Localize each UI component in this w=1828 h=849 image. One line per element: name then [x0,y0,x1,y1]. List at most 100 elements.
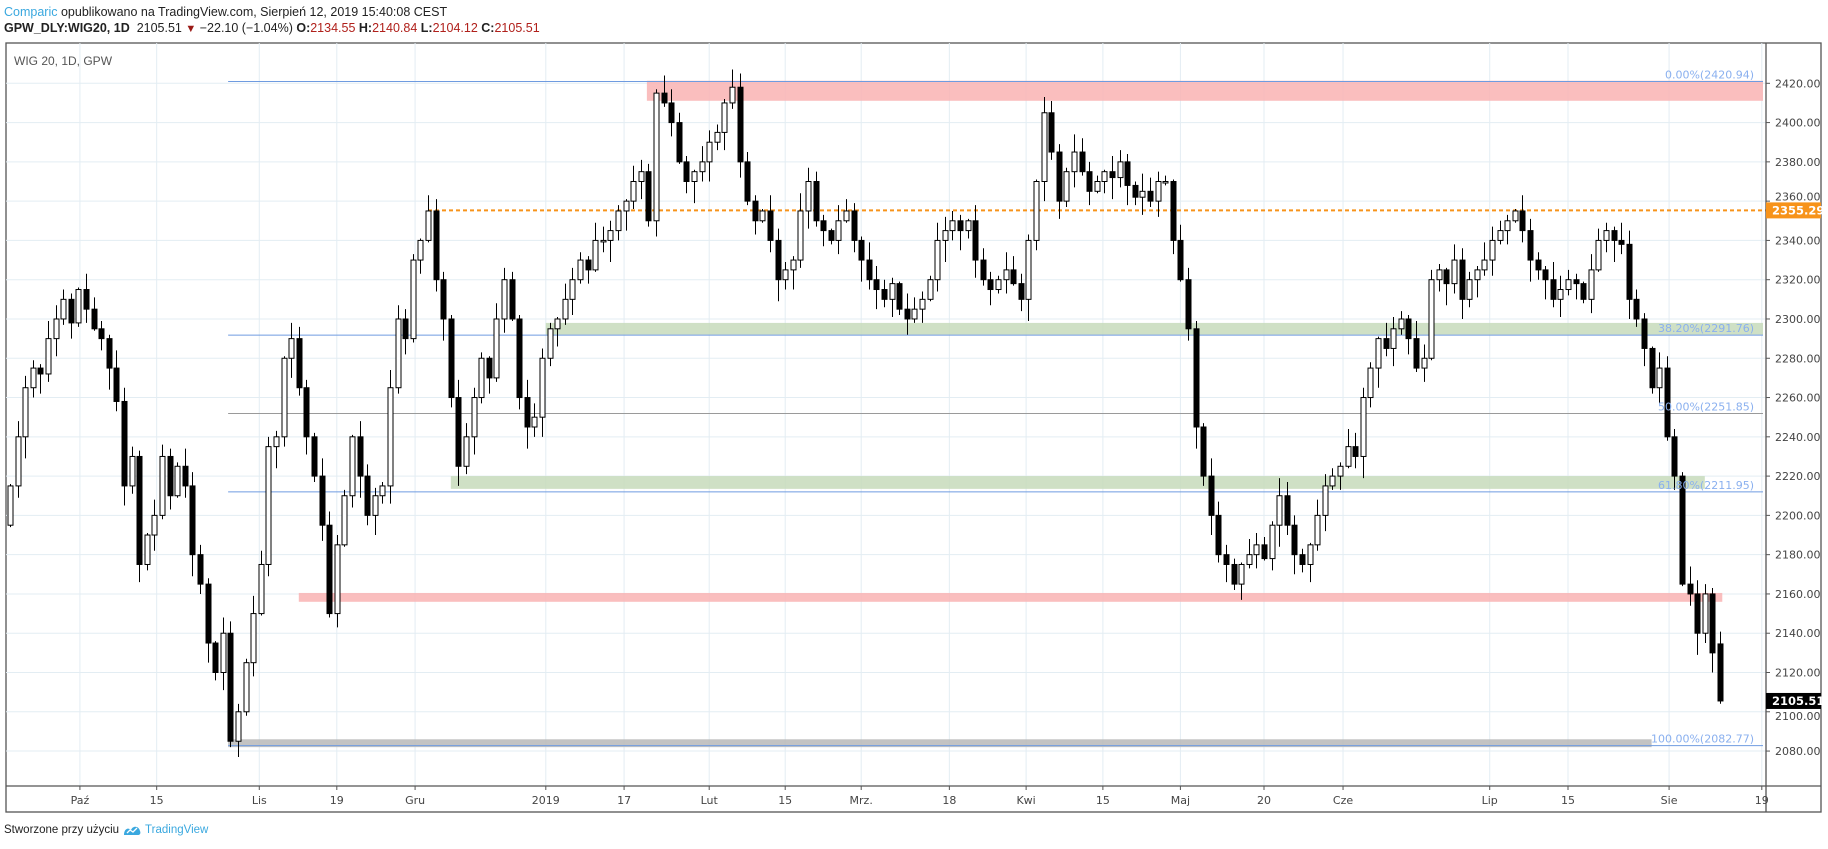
candle-bearish[interactable] [1618,239,1625,245]
candle-bullish[interactable] [638,171,645,182]
candle-bearish[interactable] [1086,171,1093,192]
candle-bullish[interactable] [699,161,706,173]
candle-bearish[interactable] [1231,563,1238,585]
candle-bearish[interactable] [68,298,75,324]
candle-bearish[interactable] [980,259,987,281]
candle-bearish[interactable] [957,220,964,232]
candle-bullish[interactable] [1322,485,1329,516]
candle-bearish[interactable] [1208,475,1215,516]
candle-bearish[interactable] [98,328,105,340]
candle-bullish[interactable] [1063,171,1070,202]
candle-bearish[interactable] [364,475,371,516]
candle-bearish[interactable] [820,220,827,232]
candle-bullish[interactable] [934,239,941,281]
candle-bearish[interactable] [1284,495,1291,526]
candle-bullish[interactable] [714,131,721,143]
candle-bullish[interactable] [1025,239,1032,300]
support-zone-2160[interactable] [298,592,1723,602]
candle-bearish[interactable] [1527,230,1534,261]
candle-bullish[interactable] [1139,190,1146,198]
candle-bearish[interactable] [326,524,333,615]
candle-bearish[interactable] [1299,554,1306,565]
candle-bullish[interactable] [410,259,417,340]
candle-bearish[interactable] [851,210,858,241]
candle-bullish[interactable] [1588,269,1595,300]
candle-bullish[interactable] [1489,239,1496,261]
candle-bullish[interactable] [250,613,257,664]
candle-bullish[interactable] [471,397,478,438]
candle-bullish[interactable] [653,92,660,222]
candle-bullish[interactable] [843,210,850,222]
candle-bearish[interactable] [896,283,903,310]
candle-bearish[interactable] [524,397,531,428]
candle-bullish[interactable] [547,328,554,359]
candle-bearish[interactable] [858,239,865,261]
candle-bullish[interactable] [235,711,242,742]
candle-bullish[interactable] [1504,220,1511,232]
candle-bullish[interactable] [53,318,60,340]
candle-bullish[interactable] [1497,230,1504,241]
candle-bearish[interactable] [212,642,219,673]
candle-bearish[interactable] [737,86,744,163]
candle-bearish[interactable] [676,122,683,163]
candle-bearish[interactable] [1056,151,1063,202]
candle-bearish[interactable] [1177,239,1184,281]
candle-bullish[interactable] [1117,161,1124,179]
candle-bullish[interactable] [562,298,569,320]
candle-bearish[interactable] [167,455,174,497]
candle-bullish[interactable] [463,436,470,467]
tradingview-link[interactable]: TradingView [145,824,209,836]
candle-bullish[interactable] [151,514,158,536]
candle-bullish[interactable] [1390,328,1397,349]
candle-bearish[interactable] [987,279,994,291]
candle-bearish[interactable] [683,161,690,182]
candle-bearish[interactable] [509,279,516,320]
candle-bearish[interactable] [1291,524,1298,556]
candle-bullish[interactable] [797,210,804,261]
candle-bearish[interactable] [1193,328,1200,428]
candle-bearish[interactable] [1519,210,1526,232]
candle-bullish[interactable] [144,534,151,565]
candle-bullish[interactable] [729,86,736,104]
candle-bearish[interactable] [1542,269,1549,281]
candle-bullish[interactable] [1276,495,1283,526]
resistance-zone-top[interactable] [646,80,1763,101]
candle-bullish[interactable] [1557,289,1564,300]
candle-bullish[interactable] [1451,259,1458,285]
candle-bearish[interactable] [1010,269,1017,285]
candle-bearish[interactable] [357,436,364,477]
candle-bullish[interactable] [927,279,934,300]
candle-bullish[interactable] [243,662,250,713]
candle-bullish[interactable] [1314,514,1321,546]
candle-bearish[interactable] [661,92,668,104]
candle-bearish[interactable] [182,465,189,487]
candle-bullish[interactable] [995,279,1002,291]
candle-bullish[interactable] [1367,367,1374,399]
candle-bearish[interactable] [402,318,409,340]
candle-bullish[interactable] [1474,269,1481,281]
candle-bearish[interactable] [775,239,782,281]
candle-bullish[interactable] [630,181,637,202]
candle-bullish[interactable] [220,632,227,673]
candle-bullish[interactable] [1162,181,1169,184]
candle-bearish[interactable] [1405,318,1412,340]
candle-bullish[interactable] [1033,181,1040,241]
candle-bearish[interactable] [83,289,90,310]
candle-bearish[interactable] [1580,283,1587,300]
candle-bearish[interactable] [189,485,196,556]
candle-bullish[interactable] [592,239,599,271]
candle-bullish[interactable] [1238,563,1245,585]
candle-bearish[interactable] [1573,279,1580,285]
candle-bearish[interactable] [486,357,493,379]
candle-bearish[interactable] [1124,161,1131,186]
candle-bearish[interactable] [106,338,113,369]
candle-bullish[interactable] [1094,181,1101,192]
candle-bearish[interactable] [1535,259,1542,271]
candle-bullish[interactable] [691,171,698,182]
candle-bearish[interactable] [1132,184,1139,198]
candle-bearish[interactable] [1641,318,1648,349]
candle-bullish[interactable] [15,436,22,487]
candle-bullish[interactable] [1595,239,1602,271]
candle-bullish[interactable] [129,455,136,487]
candle-bullish[interactable] [1512,210,1519,222]
